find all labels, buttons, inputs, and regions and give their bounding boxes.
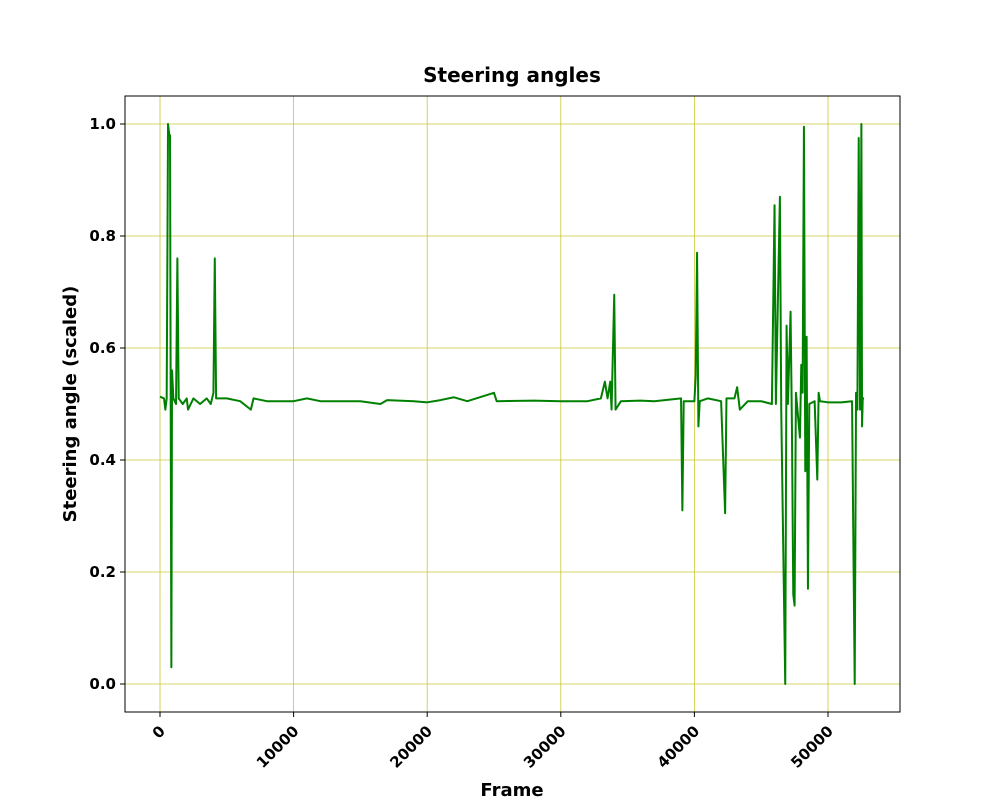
y-tick-label: 0.6 xyxy=(89,339,116,357)
y-axis-label: Steering angle (scaled) xyxy=(60,286,81,523)
chart-title: Steering angles xyxy=(423,63,601,87)
y-tick-label: 0.8 xyxy=(89,227,116,245)
x-axis-label: Frame xyxy=(480,780,543,800)
x-tick-label: 50000 xyxy=(787,722,837,772)
x-tick-label: 40000 xyxy=(654,722,704,772)
x-tick-label: 0 xyxy=(149,722,169,742)
x-tick-label: 10000 xyxy=(253,722,303,772)
plot-frame xyxy=(124,95,901,713)
y-tick-label: 0.2 xyxy=(89,563,116,581)
y-tick-label: 0.0 xyxy=(89,675,116,693)
x-tick-label: 30000 xyxy=(520,722,570,772)
data-line xyxy=(159,123,865,685)
x-tick-label: 20000 xyxy=(386,722,436,772)
y-tick-label: 0.4 xyxy=(89,451,116,469)
y-tick-label: 1.0 xyxy=(89,115,116,133)
